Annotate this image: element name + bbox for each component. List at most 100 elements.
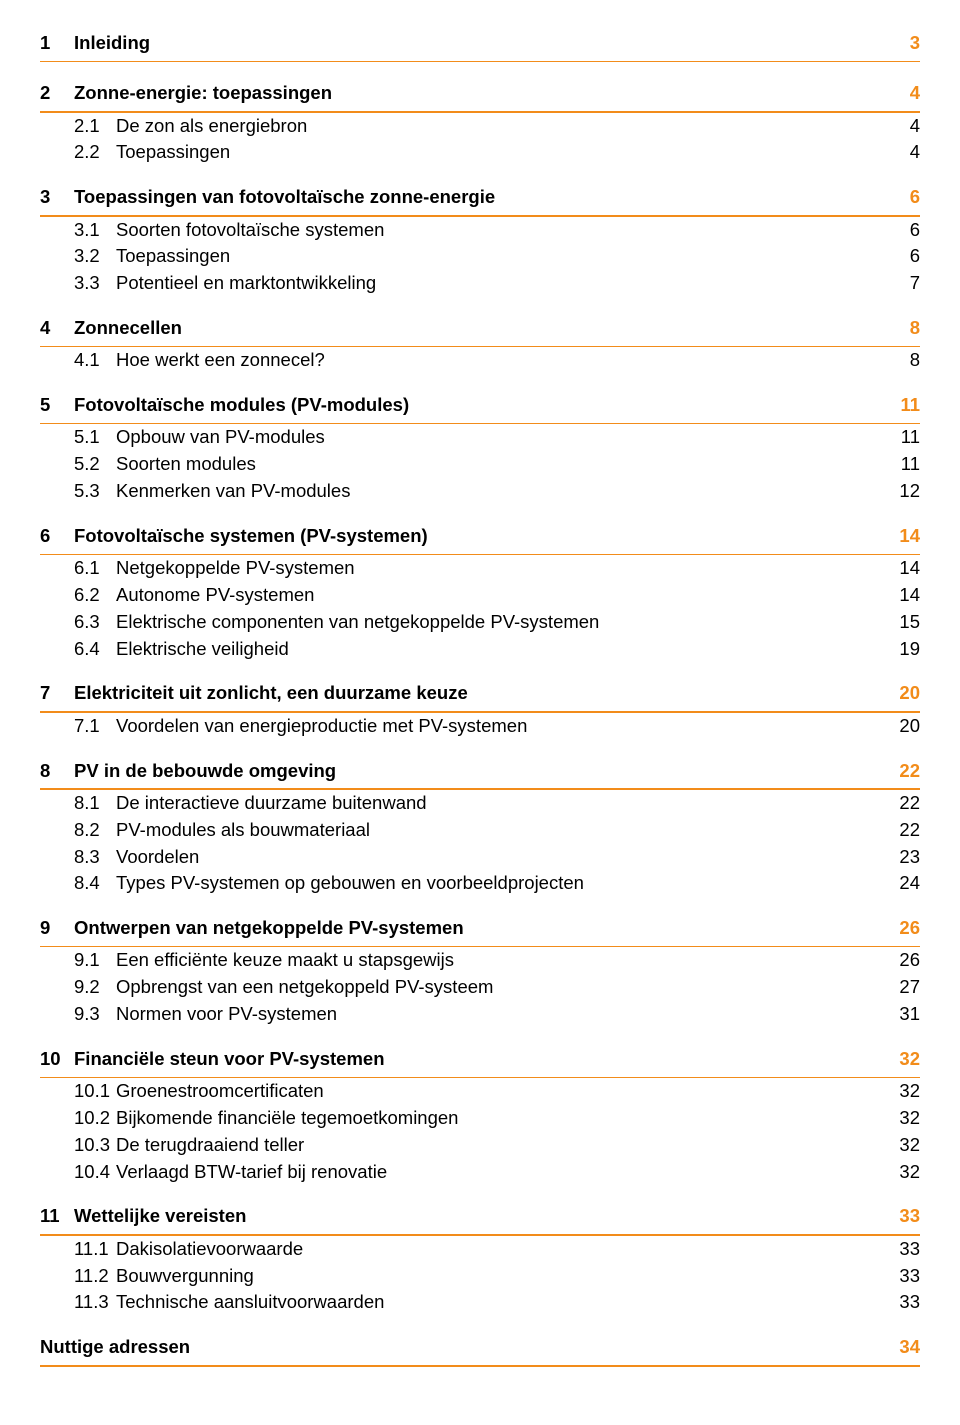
toc-heading-row[interactable]: 1Inleiding3	[40, 30, 920, 57]
toc-item-row[interactable]: 9.1Een efficiënte keuze maakt u stapsgew…	[40, 947, 920, 974]
toc-heading-number: 3	[40, 184, 74, 211]
toc-item-page: 31	[890, 1001, 920, 1028]
toc-item-left: 5.3Kenmerken van PV-modules	[74, 478, 350, 505]
toc-item-number: 6.2	[74, 582, 116, 609]
toc-item-title: Toepassingen	[116, 243, 230, 270]
toc-heading-number: 7	[40, 680, 74, 707]
toc-item-left: 6.4Elektrische veiligheid	[74, 636, 289, 663]
toc-item-row[interactable]: 5.2Soorten modules11	[40, 451, 920, 478]
toc-heading-number: 5	[40, 392, 74, 419]
toc-item-left: 9.1Een efficiënte keuze maakt u stapsgew…	[74, 947, 454, 974]
toc-item-row[interactable]: 6.1Netgekoppelde PV-systemen14	[40, 555, 920, 582]
toc-item-row[interactable]: 4.1Hoe werkt een zonnecel?8	[40, 347, 920, 374]
toc-item-row[interactable]: 11.2Bouwvergunning33	[40, 1263, 920, 1290]
toc-heading-row[interactable]: 4Zonnecellen 8	[40, 315, 920, 342]
toc-item-number: 9.2	[74, 974, 116, 1001]
toc-item-page: 27	[890, 974, 920, 1001]
toc-heading-row[interactable]: 9Ontwerpen van netgekoppelde PV-systemen…	[40, 915, 920, 942]
toc-item-title: Opbouw van PV-modules	[116, 424, 325, 451]
toc-section: 6Fotovoltaïsche systemen (PV-systemen)14…	[40, 523, 920, 663]
toc-item-row[interactable]: 7.1Voordelen van energieproductie met PV…	[40, 713, 920, 740]
toc-item-row[interactable]: 9.3Normen voor PV-systemen31	[40, 1001, 920, 1028]
toc-item-title: Bijkomende financiële tegemoetkomingen	[116, 1105, 458, 1132]
toc-item-row[interactable]: 9.2Opbrengst van een netgekoppeld PV-sys…	[40, 974, 920, 1001]
toc-item-left: 10.1Groenestroomcertificaten	[74, 1078, 324, 1105]
toc-item-page: 4	[890, 113, 920, 140]
toc-heading-left: 10Financiële steun voor PV-systemen	[40, 1046, 385, 1073]
toc-item-row[interactable]: 10.4Verlaagd BTW-tarief bij renovatie32	[40, 1159, 920, 1186]
toc-item-row[interactable]: 5.3Kenmerken van PV-modules12	[40, 478, 920, 505]
toc-item-row[interactable]: 8.3Voordelen23	[40, 844, 920, 871]
toc-item-number: 10.1	[74, 1078, 116, 1105]
toc-heading-row[interactable]: Nuttige adressen34	[40, 1334, 920, 1361]
toc-item-left: 8.4Types PV-systemen op gebouwen en voor…	[74, 870, 584, 897]
toc-item-row[interactable]: 11.3Technische aansluitvoorwaarden33	[40, 1289, 920, 1316]
toc-item-row[interactable]: 3.3Potentieel en marktontwikkeling7	[40, 270, 920, 297]
toc-item-row[interactable]: 8.2PV-modules als bouwmateriaal22	[40, 817, 920, 844]
toc-item-left: 3.3Potentieel en marktontwikkeling	[74, 270, 376, 297]
toc-heading-row[interactable]: 8PV in de bebouwde omgeving22	[40, 758, 920, 785]
toc-item-number: 8.2	[74, 817, 116, 844]
toc-item-left: 3.1Soorten fotovoltaïsche systemen	[74, 217, 384, 244]
toc-item-row[interactable]: 3.2Toepassingen6	[40, 243, 920, 270]
toc-heading-left: 3Toepassingen van fotovoltaïsche zonne-e…	[40, 184, 495, 211]
toc-item-title: Kenmerken van PV-modules	[116, 478, 350, 505]
toc-heading-page: 26	[890, 915, 920, 942]
toc-item-title: Hoe werkt een zonnecel?	[116, 347, 325, 374]
toc-section: 11Wettelijke vereisten33 11.1Dakisolatiev…	[40, 1203, 920, 1316]
toc-heading-title: Zonnecellen	[74, 315, 182, 342]
toc-item-row[interactable]: 10.2Bijkomende financiële tegemoetkoming…	[40, 1105, 920, 1132]
toc-item-page: 11	[890, 424, 920, 451]
toc-heading-row[interactable]: 6Fotovoltaïsche systemen (PV-systemen)14	[40, 523, 920, 550]
toc-heading-row[interactable]: 10Financiële steun voor PV-systemen32	[40, 1046, 920, 1073]
toc-item-row[interactable]: 6.4Elektrische veiligheid19	[40, 636, 920, 663]
toc-section: 7Elektriciteit uit zonlicht, een duurzam…	[40, 680, 920, 739]
toc-heading-page: 8	[890, 315, 920, 342]
toc-heading-number: 10	[40, 1046, 74, 1073]
toc-item-left: 10.2Bijkomende financiële tegemoetkoming…	[74, 1105, 458, 1132]
toc-heading-row[interactable]: 2Zonne-energie: toepassingen4	[40, 80, 920, 107]
toc-item-page: 6	[890, 217, 920, 244]
toc-heading-page: 14	[890, 523, 920, 550]
toc-heading-row[interactable]: 11Wettelijke vereisten33	[40, 1203, 920, 1230]
toc-heading-number: 9	[40, 915, 74, 942]
toc-item-row[interactable]: 2.1De zon als energiebron4	[40, 113, 920, 140]
toc-heading-row[interactable]: 3Toepassingen van fotovoltaïsche zonne-e…	[40, 184, 920, 211]
toc-item-row[interactable]: 11.1Dakisolatievoorwaarde33	[40, 1236, 920, 1263]
toc-item-left: 5.2Soorten modules	[74, 451, 256, 478]
toc-heading-row[interactable]: 7Elektriciteit uit zonlicht, een duurzam…	[40, 680, 920, 707]
toc-item-title: Soorten modules	[116, 451, 256, 478]
toc-section: 5Fotovoltaïsche modules (PV-modules)11 5.…	[40, 392, 920, 505]
toc-item-left: 4.1Hoe werkt een zonnecel?	[74, 347, 325, 374]
toc-heading-page: 20	[890, 680, 920, 707]
toc-item-page: 32	[890, 1159, 920, 1186]
toc-item-title: Toepassingen	[116, 139, 230, 166]
toc-item-row[interactable]: 10.3De terugdraaiend teller32	[40, 1132, 920, 1159]
toc-item-page: 4	[890, 139, 920, 166]
toc-item-row[interactable]: 2.2Toepassingen4	[40, 139, 920, 166]
toc-item-page: 22	[890, 817, 920, 844]
toc-heading-page: 22	[890, 758, 920, 785]
toc-heading-row[interactable]: 5Fotovoltaïsche modules (PV-modules)11	[40, 392, 920, 419]
toc-item-title: Technische aansluitvoorwaarden	[116, 1289, 384, 1316]
toc-item-row[interactable]: 5.1Opbouw van PV-modules11	[40, 424, 920, 451]
toc-item-row[interactable]: 8.4Types PV-systemen op gebouwen en voor…	[40, 870, 920, 897]
toc-item-title: De zon als energiebron	[116, 113, 307, 140]
toc-item-row[interactable]: 3.1Soorten fotovoltaïsche systemen 6	[40, 217, 920, 244]
toc-heading-left: 2Zonne-energie: toepassingen	[40, 80, 332, 107]
toc-item-page: 32	[890, 1132, 920, 1159]
toc-item-number: 11.1	[74, 1236, 116, 1263]
toc-heading-left: 9Ontwerpen van netgekoppelde PV-systemen	[40, 915, 464, 942]
toc-heading-title: Ontwerpen van netgekoppelde PV-systemen	[74, 915, 464, 942]
toc-item-row[interactable]: 6.2Autonome PV-systemen14	[40, 582, 920, 609]
toc-section: 10Financiële steun voor PV-systemen3210.…	[40, 1046, 920, 1186]
toc-item-title: De interactieve duurzame buitenwand	[116, 790, 427, 817]
toc-item-row[interactable]: 10.1Groenestroomcertificaten32	[40, 1078, 920, 1105]
toc-section: 9Ontwerpen van netgekoppelde PV-systemen…	[40, 915, 920, 1028]
toc-item-page: 33	[890, 1236, 920, 1263]
toc-heading-number: 4	[40, 315, 74, 342]
toc-item-row[interactable]: 6.3Elektrische componenten van netgekopp…	[40, 609, 920, 636]
toc-heading-title: Toepassingen van fotovoltaïsche zonne-en…	[74, 184, 495, 211]
toc-item-row[interactable]: 8.1De interactieve duurzame buitenwand22	[40, 790, 920, 817]
toc-item-title: Soorten fotovoltaïsche systemen	[116, 217, 384, 244]
